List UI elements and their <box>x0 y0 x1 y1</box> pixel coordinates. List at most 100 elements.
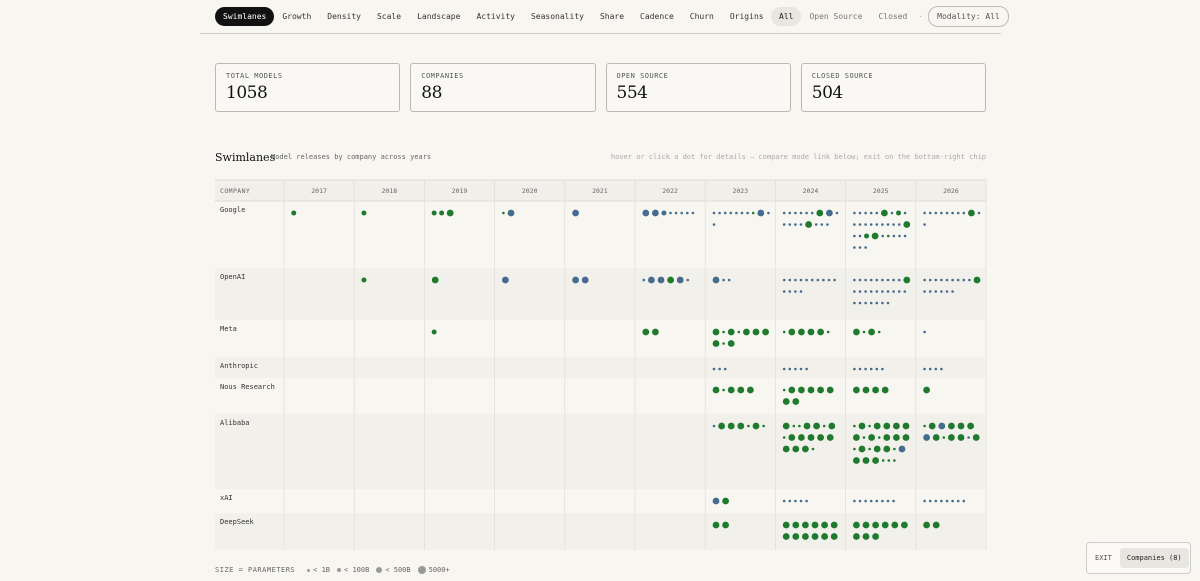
release-dot[interactable] <box>799 290 803 293</box>
release-dot[interactable] <box>712 223 716 226</box>
release-dot[interactable] <box>923 367 926 371</box>
release-dot[interactable] <box>862 386 870 394</box>
release-dot[interactable] <box>816 278 820 282</box>
release-dot[interactable] <box>794 499 797 503</box>
release-dot[interactable] <box>934 278 938 282</box>
release-dot[interactable] <box>788 499 792 503</box>
release-dot[interactable] <box>782 533 790 540</box>
release-dot[interactable] <box>826 386 834 394</box>
tab-share[interactable]: Share <box>599 11 625 21</box>
release-dot[interactable] <box>858 367 862 371</box>
release-dot[interactable] <box>782 436 786 439</box>
release-dot[interactable] <box>898 445 906 453</box>
release-dot[interactable] <box>722 388 725 392</box>
release-dot[interactable] <box>798 434 805 441</box>
release-dot[interactable] <box>928 278 932 282</box>
release-dot[interactable] <box>957 434 965 441</box>
release-dot[interactable] <box>875 278 879 282</box>
release-dot[interactable] <box>802 521 809 529</box>
release-dot[interactable] <box>674 211 678 215</box>
release-dot[interactable] <box>788 328 796 336</box>
release-dot[interactable] <box>833 278 836 282</box>
release-dot[interactable] <box>887 234 890 238</box>
release-dot[interactable] <box>872 386 879 394</box>
release-dot[interactable] <box>817 328 824 336</box>
release-dot[interactable] <box>712 276 720 284</box>
release-dot[interactable] <box>934 211 938 215</box>
release-dot[interactable] <box>828 422 836 430</box>
release-dot[interactable] <box>873 445 881 453</box>
release-dot[interactable] <box>820 223 824 226</box>
tab-growth[interactable]: Growth <box>282 11 312 21</box>
filter-closed[interactable]: Closed <box>878 11 908 21</box>
release-dot[interactable] <box>680 211 683 215</box>
release-dot[interactable] <box>897 278 901 282</box>
release-dot[interactable] <box>686 211 689 215</box>
release-dot[interactable] <box>821 521 828 529</box>
release-dot[interactable] <box>858 445 866 453</box>
release-dot[interactable] <box>862 457 870 464</box>
release-dot[interactable] <box>737 330 741 334</box>
release-dot[interactable] <box>661 210 667 216</box>
release-dot[interactable] <box>864 246 867 249</box>
release-dot[interactable] <box>957 422 965 430</box>
release-dot[interactable] <box>893 422 900 430</box>
release-dot[interactable] <box>805 278 808 282</box>
release-dot[interactable] <box>903 211 907 215</box>
release-dot[interactable] <box>817 434 824 441</box>
release-dot[interactable] <box>737 422 745 430</box>
release-dot[interactable] <box>827 278 831 282</box>
release-dot[interactable] <box>722 521 729 529</box>
release-dot[interactable] <box>648 276 655 284</box>
release-dot[interactable] <box>869 290 873 293</box>
release-dot[interactable] <box>853 424 856 428</box>
release-dot[interactable] <box>782 223 786 226</box>
release-dot[interactable] <box>875 211 879 215</box>
release-dot[interactable] <box>892 234 896 238</box>
release-dot[interactable] <box>881 499 884 503</box>
release-dot[interactable] <box>903 290 907 293</box>
release-dot[interactable] <box>807 328 815 336</box>
release-dot[interactable] <box>923 424 926 428</box>
release-dot[interactable] <box>853 223 856 226</box>
release-dot[interactable] <box>853 278 856 282</box>
release-dot[interactable] <box>869 278 873 282</box>
release-dot[interactable] <box>691 211 695 215</box>
release-dot[interactable] <box>853 386 860 394</box>
release-dot[interactable] <box>972 434 980 441</box>
release-dot[interactable] <box>892 290 895 293</box>
release-dot[interactable] <box>782 499 786 503</box>
release-dot[interactable] <box>782 290 786 293</box>
release-dot[interactable] <box>853 457 860 464</box>
release-dot[interactable] <box>712 211 716 215</box>
modality-dropdown[interactable]: Modality: All <box>928 5 1009 27</box>
release-dot[interactable] <box>811 521 819 529</box>
tab-swimlanes[interactable]: Swimlanes <box>215 6 275 26</box>
release-dot[interactable] <box>886 278 890 282</box>
release-dot[interactable] <box>291 210 297 216</box>
release-dot[interactable] <box>938 422 946 430</box>
release-dot[interactable] <box>723 211 727 215</box>
release-dot[interactable] <box>881 301 884 305</box>
release-dot[interactable] <box>805 211 808 215</box>
release-dot[interactable] <box>928 211 932 215</box>
release-dot[interactable] <box>652 328 659 336</box>
release-dot[interactable] <box>712 386 720 394</box>
release-dot[interactable] <box>869 367 873 371</box>
release-dot[interactable] <box>951 499 954 503</box>
release-dot[interactable] <box>877 330 881 334</box>
release-dot[interactable] <box>951 278 954 282</box>
release-dot[interactable] <box>858 234 862 238</box>
release-dot[interactable] <box>747 386 754 394</box>
release-dot[interactable] <box>934 290 938 293</box>
release-dot[interactable] <box>968 209 975 217</box>
release-dot[interactable] <box>945 211 949 215</box>
release-dot[interactable] <box>892 278 895 282</box>
release-dot[interactable] <box>893 459 896 462</box>
release-dot[interactable] <box>864 301 867 305</box>
release-dot[interactable] <box>798 424 801 428</box>
release-dot[interactable] <box>752 422 760 430</box>
release-dot[interactable] <box>712 497 720 505</box>
release-dot[interactable] <box>799 223 803 226</box>
release-dot[interactable] <box>729 211 733 215</box>
